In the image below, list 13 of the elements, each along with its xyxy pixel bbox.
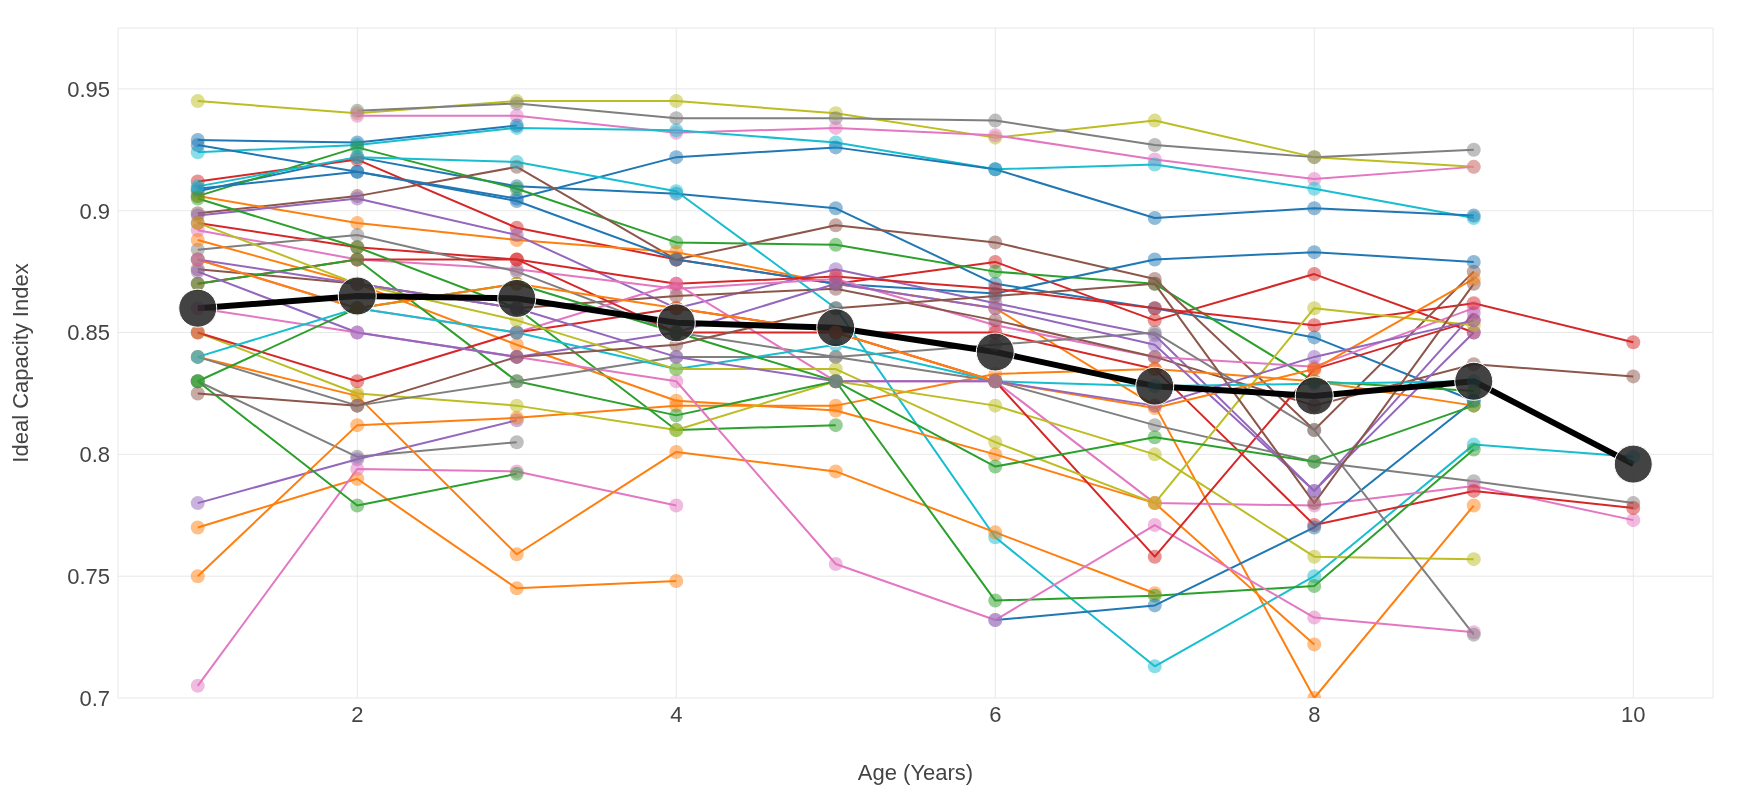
- x-tick-label: 6: [989, 701, 1002, 727]
- y-tick-label: 0.95: [67, 76, 110, 102]
- y-tick-label: 0.9: [79, 198, 110, 224]
- y-axis-title: Ideal Capacity Index: [7, 263, 33, 463]
- x-tick-label: 8: [1308, 701, 1321, 727]
- y-tick-label: 0.75: [67, 563, 110, 589]
- x-tick-label: 10: [1621, 701, 1646, 727]
- x-axis-title: Age (Years): [857, 760, 974, 785]
- y-tick-label: 0.7: [79, 685, 110, 711]
- x-tick-label: 2: [351, 701, 364, 727]
- x-tick-label: 4: [670, 701, 683, 727]
- y-tick-label: 0.85: [67, 320, 110, 346]
- y-tick-label: 0.8: [79, 442, 110, 468]
